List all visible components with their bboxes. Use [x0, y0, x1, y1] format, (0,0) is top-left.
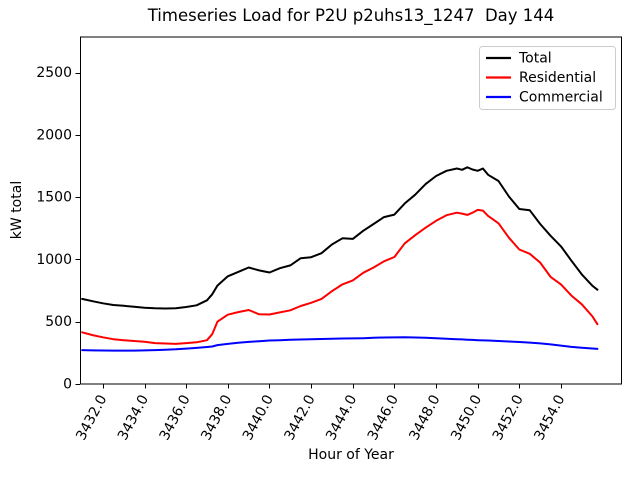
legend-entry-total: Total: [486, 51, 552, 67]
y-tick-label: 0: [63, 377, 72, 393]
legend-box: [479, 46, 616, 110]
x-tick-label: 3446.0: [365, 392, 402, 443]
y-axis-label: kW total: [9, 181, 25, 239]
y-tick-label: 500: [45, 314, 72, 330]
legend: Total Residential Commercial: [479, 46, 616, 110]
x-tick-label: 3448.0: [406, 392, 443, 443]
chart-title: Timeseries Load for P2U p2uhs13_1247 Day…: [147, 6, 555, 26]
x-tick-label: 3452.0: [490, 392, 527, 443]
x-axis-label: Hour of Year: [308, 447, 394, 463]
y-tick-label: 2000: [36, 127, 72, 143]
series-line-commercial: [81, 336, 599, 352]
x-tick-label: 3450.0: [448, 392, 485, 443]
x-tick-label: 3444.0: [323, 392, 360, 443]
y-tick-label: 1000: [36, 252, 72, 268]
y-tick-label: 2500: [36, 65, 72, 81]
x-tick-label: 3454.0: [531, 392, 568, 443]
legend-label: Commercial: [519, 90, 603, 106]
legend-label: Total: [518, 51, 552, 67]
legend-entry-commercial: Commercial: [486, 90, 603, 106]
x-tick-label: 3440.0: [240, 392, 277, 443]
x-tick-label: 3442.0: [282, 392, 319, 443]
series-line-residential: [81, 208, 599, 345]
legend-label: Residential: [519, 70, 596, 86]
y-tick-label: 1500: [36, 190, 72, 206]
x-tick-label: 3432.0: [73, 392, 110, 443]
y-axis-ticks: 0 500 1000 1500 2000 2500: [36, 65, 80, 393]
series-line-total: [81, 166, 599, 310]
x-tick-label: 3434.0: [115, 392, 152, 443]
legend-entry-residential: Residential: [486, 70, 596, 86]
x-tick-label: 3436.0: [157, 392, 194, 443]
x-tick-label: 3438.0: [198, 392, 235, 443]
x-axis-ticks: 3432.0 3434.0 3436.0 3438.0 3440.0 3442.0 3444…: [73, 384, 569, 443]
